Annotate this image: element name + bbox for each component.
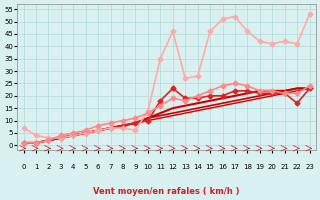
X-axis label: Vent moyen/en rafales ( km/h ): Vent moyen/en rafales ( km/h ) — [93, 187, 240, 196]
